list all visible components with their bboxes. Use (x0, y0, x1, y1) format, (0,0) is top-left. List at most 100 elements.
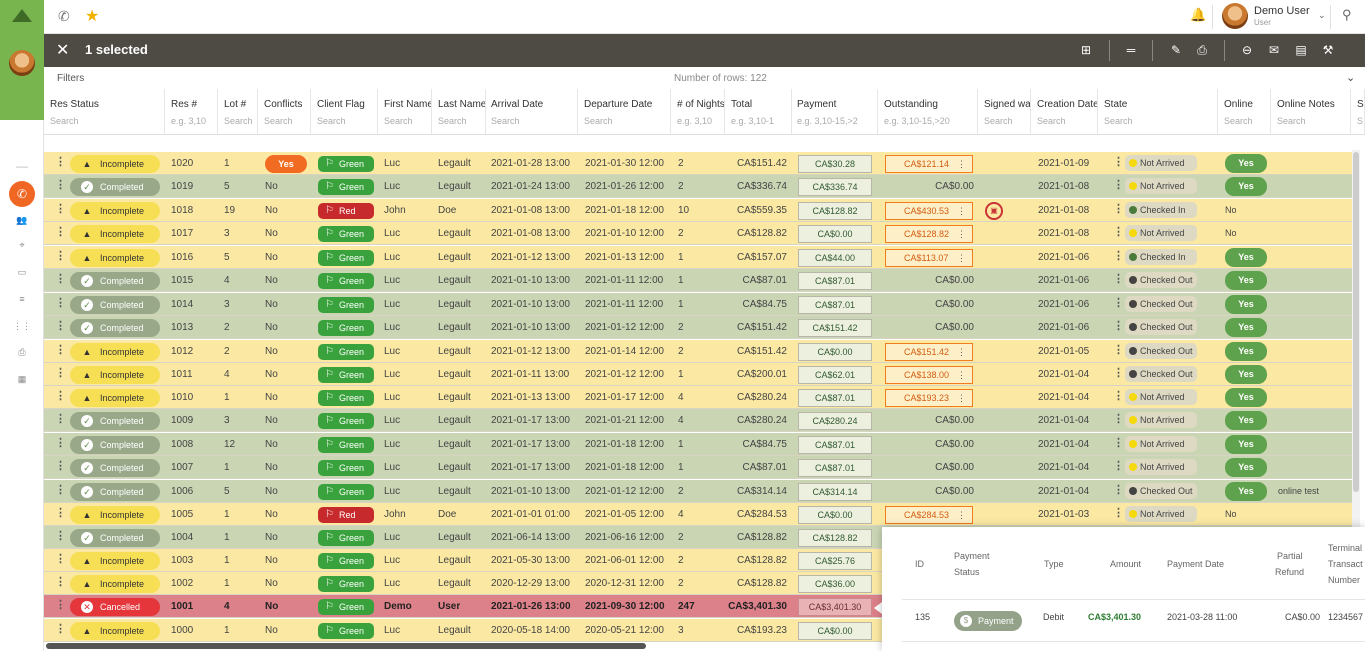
state-menu-icon[interactable]: ⋮ (1113, 320, 1124, 332)
layout-icon[interactable]: ▦ (17, 373, 27, 384)
column-header[interactable]: Res Status Search (44, 89, 165, 135)
state-menu-icon[interactable]: ⋮ (1113, 460, 1124, 472)
column-label[interactable]: # of Nights (677, 99, 725, 110)
column-label[interactable]: First Name (384, 99, 432, 110)
more-icon[interactable]: ⋮ (957, 253, 966, 263)
column-header[interactable]: State Search (1098, 89, 1218, 135)
filters-label[interactable]: Filters (57, 73, 85, 84)
phone-icon[interactable]: ✆ (58, 8, 70, 24)
column-search-input[interactable]: Search (584, 116, 613, 126)
row-menu-icon[interactable]: ⋮ (55, 273, 66, 285)
user-avatar[interactable] (1222, 3, 1248, 29)
conflicts-badge[interactable]: Yes (265, 155, 307, 173)
table-row[interactable]: ⋮ ▲ Incomplete 1017 3 No ⚐ Green Luc Legault 2021-… (44, 222, 1356, 245)
phone-icon[interactable]: ✆ (9, 181, 35, 207)
row-menu-icon[interactable]: ⋮ (55, 507, 66, 519)
grid-icon[interactable]: ⋮⋮ (13, 320, 31, 331)
payment-box[interactable]: CA$44.00 (798, 249, 872, 267)
payment-box[interactable]: CA$0.00 (798, 506, 872, 524)
table-row[interactable]: ⋮ ✓ Completed 1019 5 No ⚐ Green Luc Legault 2021-0… (44, 175, 1356, 198)
column-search-input[interactable]: Search (317, 116, 346, 126)
column-label[interactable]: Res # (171, 99, 198, 110)
column-header[interactable]: Client Flag Search (311, 89, 378, 135)
payment-box[interactable]: CA$87.01 (798, 436, 872, 454)
payment-box[interactable]: CA$36.00 (798, 575, 872, 593)
column-label[interactable]: Total (731, 99, 753, 110)
column-search-input[interactable]: Search (264, 116, 293, 126)
print-icon[interactable]: ⎙ (18, 346, 26, 357)
horizontal-scrollbar[interactable] (46, 643, 646, 649)
more-icon[interactable]: ⋮ (957, 206, 966, 216)
table-row[interactable]: ⋮ ▲ Incomplete 1018 19 No ⚐ Red John Doe 2021-01-0… (44, 199, 1356, 222)
payment-box[interactable]: CA$30.28 (798, 155, 872, 173)
column-header[interactable]: Departure Date Search (578, 89, 671, 135)
state-menu-icon[interactable]: ⋮ (1113, 297, 1124, 309)
column-label[interactable]: Outstanding (884, 99, 938, 110)
column-search-input[interactable]: Search (984, 116, 1013, 126)
row-menu-icon[interactable]: ⋮ (55, 320, 66, 332)
location-icon[interactable]: ⌖ (19, 239, 25, 250)
link-icon[interactable]: ⊖ (1241, 43, 1253, 57)
table-row[interactable]: ⋮ ▲ Incomplete 1010 1 No ⚐ Green Luc Legault 2021-… (44, 386, 1356, 409)
column-label[interactable]: Creation Date (1037, 99, 1098, 110)
payment-box[interactable]: CA$128.82 (798, 529, 872, 547)
state-menu-icon[interactable]: ⋮ (1113, 367, 1124, 379)
table-row[interactable]: ⋮ ✓ Completed 1007 1 No ⚐ Green Luc Legault 2021-0… (44, 456, 1356, 479)
no-edit-icon[interactable]: ✎ (1170, 43, 1182, 57)
row-menu-icon[interactable]: ⋮ (55, 484, 66, 496)
table-row[interactable]: ⋮ ✓ Completed 1009 3 No ⚐ Green Luc Legault 2021-0… (44, 409, 1356, 432)
column-header[interactable]: First Name Search (378, 89, 432, 135)
column-header[interactable]: # of Nights e.g. 3,10 (671, 89, 725, 135)
more-icon[interactable]: ⋮ (957, 510, 966, 520)
payment-box[interactable]: CA$3,401.30 (798, 598, 872, 616)
table-row[interactable]: ⋮ ▲ Incomplete 1012 2 No ⚐ Green Luc Legault 2021-… (44, 340, 1356, 363)
column-search-input[interactable]: e.g. 3,10-1 (731, 116, 775, 126)
column-search-input[interactable]: e.g. 3,10-15,>20 (884, 116, 950, 126)
table-row[interactable]: ⋮ ✓ Completed 1013 2 No ⚐ Green Luc Legault 2021-0… (44, 316, 1356, 339)
state-menu-icon[interactable]: ⋮ (1113, 413, 1124, 425)
search-icon[interactable]: ⚲ (1342, 7, 1352, 22)
database-icon[interactable]: ≡ (19, 294, 25, 304)
payment-box[interactable]: CA$280.24 (798, 412, 872, 430)
close-icon[interactable]: ✕ (56, 42, 70, 59)
state-menu-icon[interactable]: ⋮ (1113, 507, 1124, 519)
star-icon[interactable]: ★ (85, 8, 100, 25)
table-row[interactable]: ⋮ ▲ Incomplete 1005 1 No ⚐ Red John Doe 2021-01-01… (44, 503, 1356, 526)
row-menu-icon[interactable]: ⋮ (55, 297, 66, 309)
column-label[interactable]: Client Flag (317, 99, 365, 110)
column-label[interactable]: Online Notes (1277, 99, 1335, 110)
column-search-input[interactable]: Search (1104, 116, 1133, 126)
payment-box[interactable]: CA$0.00 (798, 622, 872, 640)
column-header[interactable]: Creation Date Search (1031, 89, 1098, 135)
column-header[interactable]: Last Name Search (432, 89, 486, 135)
more-icon[interactable]: ⋮ (957, 370, 966, 380)
row-menu-icon[interactable]: ⋮ (55, 344, 66, 356)
payment-box[interactable]: CA$25.76 (798, 552, 872, 570)
dash-icon[interactable]: ═ (1126, 43, 1136, 57)
filters-bar[interactable]: Filters Number of rows: 122 ⌄ (44, 67, 1365, 89)
column-label[interactable]: State (1104, 99, 1128, 110)
row-menu-icon[interactable]: ⋮ (55, 553, 66, 565)
state-menu-icon[interactable]: ⋮ (1113, 226, 1124, 238)
table-row[interactable]: ⋮ ✓ Completed 1008 12 No ⚐ Green Luc Legault 2021-… (44, 433, 1356, 456)
column-label[interactable]: S (1357, 99, 1364, 110)
payment-box[interactable]: CA$128.82 (798, 202, 872, 220)
column-header[interactable]: Arrival Date Search (485, 89, 578, 135)
chevron-down-icon[interactable]: ⌄ (1346, 72, 1356, 84)
column-label[interactable]: Online (1224, 99, 1253, 110)
scrollbar-thumb[interactable] (1353, 152, 1359, 492)
column-header[interactable]: Online Notes Search (1271, 89, 1351, 135)
state-menu-icon[interactable]: ⋮ (1113, 390, 1124, 402)
more-icon[interactable]: ⋮ (957, 229, 966, 239)
table-row[interactable]: ⋮ ▲ Incomplete 1011 4 No ⚐ Green Luc Legault 2021-… (44, 363, 1356, 386)
column-search-input[interactable]: Search (1037, 116, 1066, 126)
row-menu-icon[interactable]: ⋮ (55, 460, 66, 472)
column-label[interactable]: Last Name (438, 99, 486, 110)
more-icon[interactable]: ⋮ (957, 159, 966, 169)
add-icon[interactable]: ⊞ (1080, 43, 1092, 57)
row-menu-icon[interactable]: ⋮ (55, 156, 66, 168)
column-header[interactable]: Outstanding e.g. 3,10-15,>20 (878, 89, 978, 135)
column-header[interactable]: Payment e.g. 3,10-15,>2 (791, 89, 878, 135)
document-icon[interactable]: ▤ (1295, 43, 1307, 57)
